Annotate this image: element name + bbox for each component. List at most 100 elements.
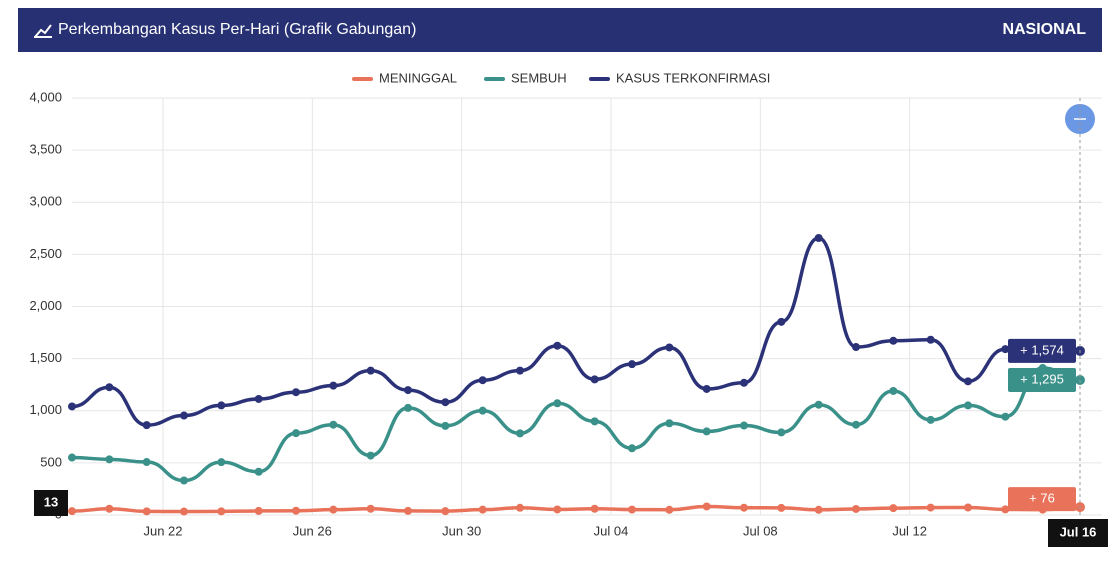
point xyxy=(665,343,674,352)
point xyxy=(628,505,636,514)
point xyxy=(777,317,786,326)
cursor-x-box xyxy=(1048,519,1108,547)
point xyxy=(889,336,898,345)
point xyxy=(292,429,300,438)
point xyxy=(814,505,823,514)
point xyxy=(814,400,823,409)
header-icon xyxy=(34,24,52,38)
y-tick-label: 2,500 xyxy=(29,246,62,261)
point xyxy=(1001,345,1010,354)
point xyxy=(68,453,76,462)
point xyxy=(217,401,226,410)
x-tick-label: Jul 08 xyxy=(743,523,778,538)
point xyxy=(142,458,151,467)
point xyxy=(516,429,524,438)
x-tick-label: Jun 22 xyxy=(143,523,182,538)
point xyxy=(478,406,487,415)
point xyxy=(889,386,898,395)
point xyxy=(553,341,562,350)
point xyxy=(105,455,114,464)
point xyxy=(404,403,412,412)
point xyxy=(105,504,114,513)
tooltip-label: + 1,295 xyxy=(1020,371,1064,386)
point xyxy=(217,458,226,467)
point xyxy=(590,504,599,513)
cursor-y-label: 13 xyxy=(44,494,58,509)
point xyxy=(926,415,935,424)
point xyxy=(292,388,300,397)
point xyxy=(441,421,450,430)
point xyxy=(926,503,935,512)
tooltip-box xyxy=(1008,338,1076,363)
point xyxy=(516,503,524,512)
point xyxy=(180,411,188,420)
point xyxy=(702,384,711,393)
point xyxy=(142,421,151,430)
point xyxy=(478,376,487,385)
point xyxy=(180,507,188,516)
point xyxy=(590,417,599,426)
point xyxy=(441,398,450,407)
x-tick-label: Jul 04 xyxy=(594,523,629,538)
point xyxy=(105,383,114,392)
point xyxy=(254,467,263,476)
point xyxy=(740,378,748,387)
y-tick-label: 1,000 xyxy=(29,402,62,417)
y-tick-label: 3,000 xyxy=(29,194,62,209)
point xyxy=(590,375,599,384)
point xyxy=(68,402,76,411)
point xyxy=(665,419,674,428)
point xyxy=(1001,505,1010,514)
point xyxy=(964,377,972,386)
point xyxy=(665,505,674,514)
point xyxy=(702,502,711,511)
series-line xyxy=(71,504,1081,514)
point xyxy=(852,343,860,352)
cursor-x-label: Jul 16 xyxy=(1060,524,1097,539)
tooltip-box xyxy=(1008,487,1076,512)
point xyxy=(329,505,338,514)
point xyxy=(740,503,748,512)
point xyxy=(217,507,226,516)
point xyxy=(777,428,786,437)
point xyxy=(142,507,151,516)
tooltip-box xyxy=(1008,367,1076,392)
x-tick-label: Jun 30 xyxy=(442,523,481,538)
x-tick-label: Jun 26 xyxy=(293,523,332,538)
point xyxy=(740,421,748,430)
point xyxy=(366,504,375,513)
point xyxy=(814,234,823,243)
point xyxy=(404,506,412,515)
point xyxy=(964,503,972,512)
point xyxy=(366,451,375,460)
point xyxy=(852,504,860,513)
point xyxy=(254,394,263,403)
point xyxy=(404,386,412,395)
point xyxy=(964,401,972,410)
y-tick-label: 4,000 xyxy=(29,89,62,104)
tooltip-label: + 1,574 xyxy=(1020,342,1064,357)
series-line xyxy=(71,236,1081,427)
header-bar xyxy=(18,8,1102,52)
tooltip-label: + 76 xyxy=(1029,491,1055,506)
point xyxy=(180,476,188,485)
point xyxy=(68,507,76,516)
legend-label: SEMBUH xyxy=(511,70,567,85)
cursor-y-box xyxy=(34,490,68,516)
point xyxy=(329,420,338,429)
point xyxy=(889,504,898,513)
point xyxy=(553,505,562,514)
series-line xyxy=(71,366,1081,483)
point xyxy=(478,505,487,514)
y-tick-label: 500 xyxy=(40,454,62,469)
point xyxy=(628,360,636,369)
point xyxy=(1001,412,1010,421)
point xyxy=(553,399,562,408)
point xyxy=(628,444,636,453)
point xyxy=(254,506,263,515)
point xyxy=(329,381,338,390)
header-title: Perkembangan Kasus Per-Hari (Grafik Gabu… xyxy=(58,21,416,38)
point xyxy=(292,506,300,515)
point xyxy=(702,427,711,436)
